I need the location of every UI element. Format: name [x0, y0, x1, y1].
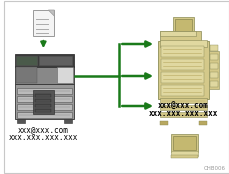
- FancyBboxPatch shape: [159, 31, 201, 41]
- FancyBboxPatch shape: [175, 36, 191, 39]
- Text: xxx@xxx.com: xxx@xxx.com: [158, 102, 208, 111]
- FancyBboxPatch shape: [17, 88, 72, 94]
- FancyBboxPatch shape: [32, 10, 54, 36]
- FancyBboxPatch shape: [209, 81, 217, 87]
- FancyBboxPatch shape: [159, 40, 206, 47]
- FancyBboxPatch shape: [64, 119, 72, 123]
- FancyBboxPatch shape: [159, 121, 167, 125]
- FancyBboxPatch shape: [170, 151, 198, 156]
- FancyBboxPatch shape: [15, 84, 74, 119]
- FancyBboxPatch shape: [159, 105, 206, 110]
- FancyBboxPatch shape: [174, 19, 192, 31]
- FancyBboxPatch shape: [160, 85, 203, 96]
- FancyBboxPatch shape: [170, 134, 198, 152]
- Text: xxx.xxx.xxx.xxx: xxx.xxx.xxx.xxx: [148, 109, 217, 118]
- FancyBboxPatch shape: [159, 98, 206, 103]
- FancyBboxPatch shape: [35, 109, 51, 112]
- FancyBboxPatch shape: [172, 17, 194, 34]
- FancyBboxPatch shape: [15, 54, 74, 67]
- FancyBboxPatch shape: [15, 66, 74, 84]
- FancyBboxPatch shape: [17, 96, 72, 102]
- FancyBboxPatch shape: [209, 54, 217, 60]
- FancyBboxPatch shape: [209, 45, 217, 51]
- FancyBboxPatch shape: [35, 104, 51, 107]
- Text: xxx@xxx.com: xxx@xxx.com: [18, 126, 68, 135]
- FancyBboxPatch shape: [35, 94, 51, 97]
- FancyBboxPatch shape: [160, 59, 203, 70]
- FancyBboxPatch shape: [209, 72, 217, 78]
- FancyBboxPatch shape: [16, 67, 37, 83]
- FancyBboxPatch shape: [209, 63, 217, 69]
- FancyBboxPatch shape: [179, 33, 187, 37]
- FancyBboxPatch shape: [17, 104, 72, 110]
- FancyBboxPatch shape: [17, 112, 72, 118]
- FancyBboxPatch shape: [32, 90, 54, 114]
- Text: CHB006: CHB006: [203, 166, 225, 171]
- FancyBboxPatch shape: [160, 46, 203, 57]
- FancyBboxPatch shape: [17, 119, 25, 123]
- FancyBboxPatch shape: [157, 41, 208, 99]
- FancyBboxPatch shape: [160, 72, 203, 83]
- FancyBboxPatch shape: [172, 136, 196, 150]
- FancyBboxPatch shape: [35, 99, 51, 102]
- FancyBboxPatch shape: [16, 56, 37, 65]
- FancyBboxPatch shape: [159, 112, 206, 117]
- FancyBboxPatch shape: [57, 67, 73, 83]
- Polygon shape: [48, 10, 54, 16]
- FancyBboxPatch shape: [159, 31, 196, 36]
- FancyBboxPatch shape: [39, 56, 72, 65]
- FancyBboxPatch shape: [199, 121, 206, 125]
- Text: xxx.xxx.xxx.xxx: xxx.xxx.xxx.xxx: [9, 133, 78, 142]
- FancyBboxPatch shape: [170, 155, 198, 158]
- FancyBboxPatch shape: [208, 51, 218, 89]
